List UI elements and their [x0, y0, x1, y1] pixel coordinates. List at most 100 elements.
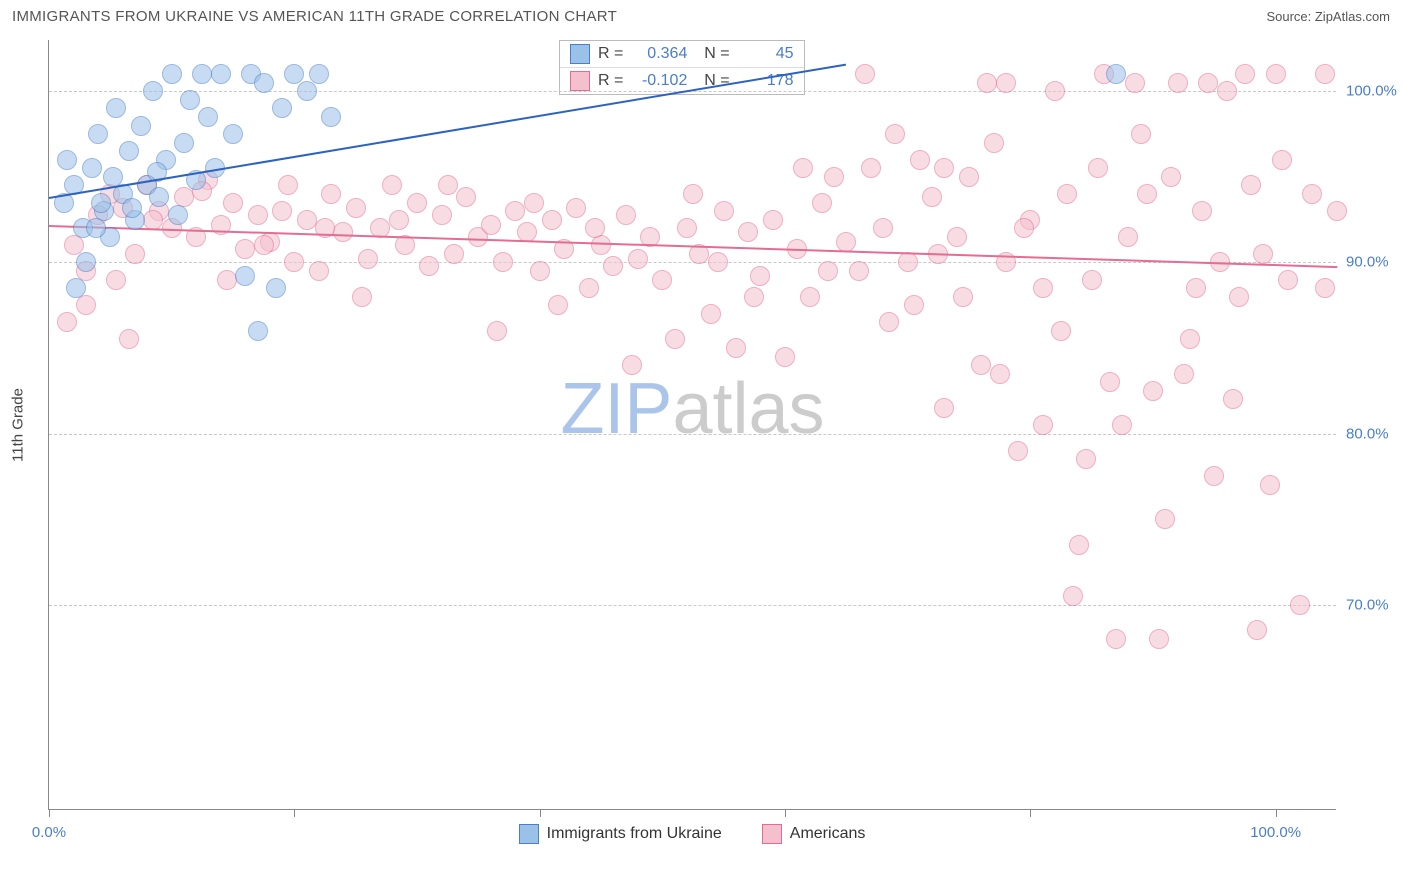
watermark-bold: ZIP — [560, 369, 672, 449]
scatter-point-americans — [76, 295, 96, 315]
scatter-point-americans — [125, 244, 145, 264]
scatter-point-americans — [1290, 595, 1310, 615]
watermark: ZIPatlas — [560, 368, 824, 450]
chart-container: 11th Grade ZIPatlas R = 0.364 N = 45 R =… — [48, 40, 1336, 810]
scatter-point-ukraine — [284, 64, 304, 84]
scatter-point-americans — [1229, 287, 1249, 307]
scatter-point-americans — [849, 261, 869, 281]
scatter-point-americans — [1198, 73, 1218, 93]
scatter-point-ukraine — [223, 124, 243, 144]
scatter-point-americans — [346, 198, 366, 218]
y-tick-label: 90.0% — [1346, 254, 1406, 271]
scatter-point-americans — [1112, 415, 1132, 435]
scatter-point-americans — [622, 355, 642, 375]
scatter-point-americans — [254, 235, 274, 255]
scatter-point-ukraine — [192, 64, 212, 84]
scatter-point-americans — [1315, 64, 1335, 84]
scatter-point-ukraine — [297, 81, 317, 101]
scatter-point-americans — [1033, 278, 1053, 298]
x-tick — [294, 809, 295, 817]
scatter-point-americans — [517, 222, 537, 242]
scatter-point-ukraine — [174, 133, 194, 153]
scatter-point-americans — [566, 198, 586, 218]
scatter-point-americans — [1063, 586, 1083, 606]
scatter-point-ukraine — [88, 124, 108, 144]
scatter-point-americans — [591, 235, 611, 255]
scatter-point-americans — [824, 167, 844, 187]
scatter-point-americans — [382, 175, 402, 195]
scatter-point-americans — [1247, 620, 1267, 640]
bottom-legend: Immigrants from Ukraine Americans — [48, 824, 1336, 844]
scatter-point-americans — [1118, 227, 1138, 247]
scatter-point-americans — [57, 312, 77, 332]
y-gridline — [49, 262, 1336, 263]
scatter-point-americans — [683, 184, 703, 204]
source-label: Source: ZipAtlas.com — [1266, 9, 1390, 24]
scatter-point-ukraine — [168, 205, 188, 225]
scatter-point-ukraine — [82, 158, 102, 178]
scatter-point-americans — [1278, 270, 1298, 290]
scatter-point-americans — [947, 227, 967, 247]
scatter-point-americans — [1168, 73, 1188, 93]
scatter-point-americans — [223, 193, 243, 213]
scatter-point-americans — [885, 124, 905, 144]
scatter-point-americans — [432, 205, 452, 225]
scatter-point-ukraine — [211, 64, 231, 84]
scatter-point-americans — [579, 278, 599, 298]
scatter-point-americans — [444, 244, 464, 264]
x-tick — [1030, 809, 1031, 817]
scatter-point-americans — [1106, 629, 1126, 649]
scatter-point-americans — [530, 261, 550, 281]
scatter-point-americans — [1217, 81, 1237, 101]
scatter-point-americans — [898, 252, 918, 272]
y-tick-label: 100.0% — [1346, 83, 1406, 100]
scatter-point-americans — [971, 355, 991, 375]
x-tick — [1276, 809, 1277, 817]
scatter-point-americans — [1272, 150, 1292, 170]
scatter-point-ukraine — [131, 116, 151, 136]
scatter-point-ukraine — [86, 218, 106, 238]
scatter-point-americans — [1069, 535, 1089, 555]
scatter-point-americans — [665, 329, 685, 349]
scatter-point-ukraine — [321, 107, 341, 127]
scatter-point-americans — [309, 261, 329, 281]
scatter-point-americans — [321, 184, 341, 204]
legend-label: Immigrants from Ukraine — [547, 825, 722, 843]
scatter-point-americans — [738, 222, 758, 242]
scatter-point-americans — [1266, 64, 1286, 84]
swatch-ukraine — [519, 824, 539, 844]
scatter-point-ukraine — [122, 198, 142, 218]
scatter-point-ukraine — [143, 81, 163, 101]
y-tick-label: 80.0% — [1346, 425, 1406, 442]
scatter-point-americans — [708, 252, 728, 272]
scatter-point-americans — [873, 218, 893, 238]
scatter-point-ukraine — [106, 98, 126, 118]
scatter-point-americans — [1076, 449, 1096, 469]
legend-label: Americans — [790, 825, 866, 843]
scatter-point-ukraine — [266, 278, 286, 298]
scatter-point-americans — [1137, 184, 1157, 204]
scatter-point-americans — [836, 232, 856, 252]
scatter-point-americans — [1100, 372, 1120, 392]
scatter-point-americans — [1161, 167, 1181, 187]
scatter-point-americans — [1051, 321, 1071, 341]
scatter-point-americans — [1315, 278, 1335, 298]
scatter-point-americans — [603, 256, 623, 276]
swatch-americans — [570, 71, 590, 91]
scatter-point-americans — [677, 218, 697, 238]
scatter-point-ukraine — [103, 167, 123, 187]
scatter-point-americans — [119, 329, 139, 349]
scatter-point-ukraine — [272, 98, 292, 118]
scatter-point-americans — [278, 175, 298, 195]
scatter-point-americans — [1057, 184, 1077, 204]
plot-area: ZIPatlas R = 0.364 N = 45 R = -0.102 N =… — [48, 40, 1336, 810]
scatter-point-ukraine — [309, 64, 329, 84]
scatter-point-americans — [763, 210, 783, 230]
scatter-point-americans — [1131, 124, 1151, 144]
stat-r-americans: -0.102 — [631, 72, 687, 90]
scatter-point-americans — [1186, 278, 1206, 298]
scatter-point-americans — [1180, 329, 1200, 349]
scatter-point-americans — [1125, 73, 1145, 93]
stat-label: R = — [598, 45, 623, 63]
x-tick — [785, 809, 786, 817]
